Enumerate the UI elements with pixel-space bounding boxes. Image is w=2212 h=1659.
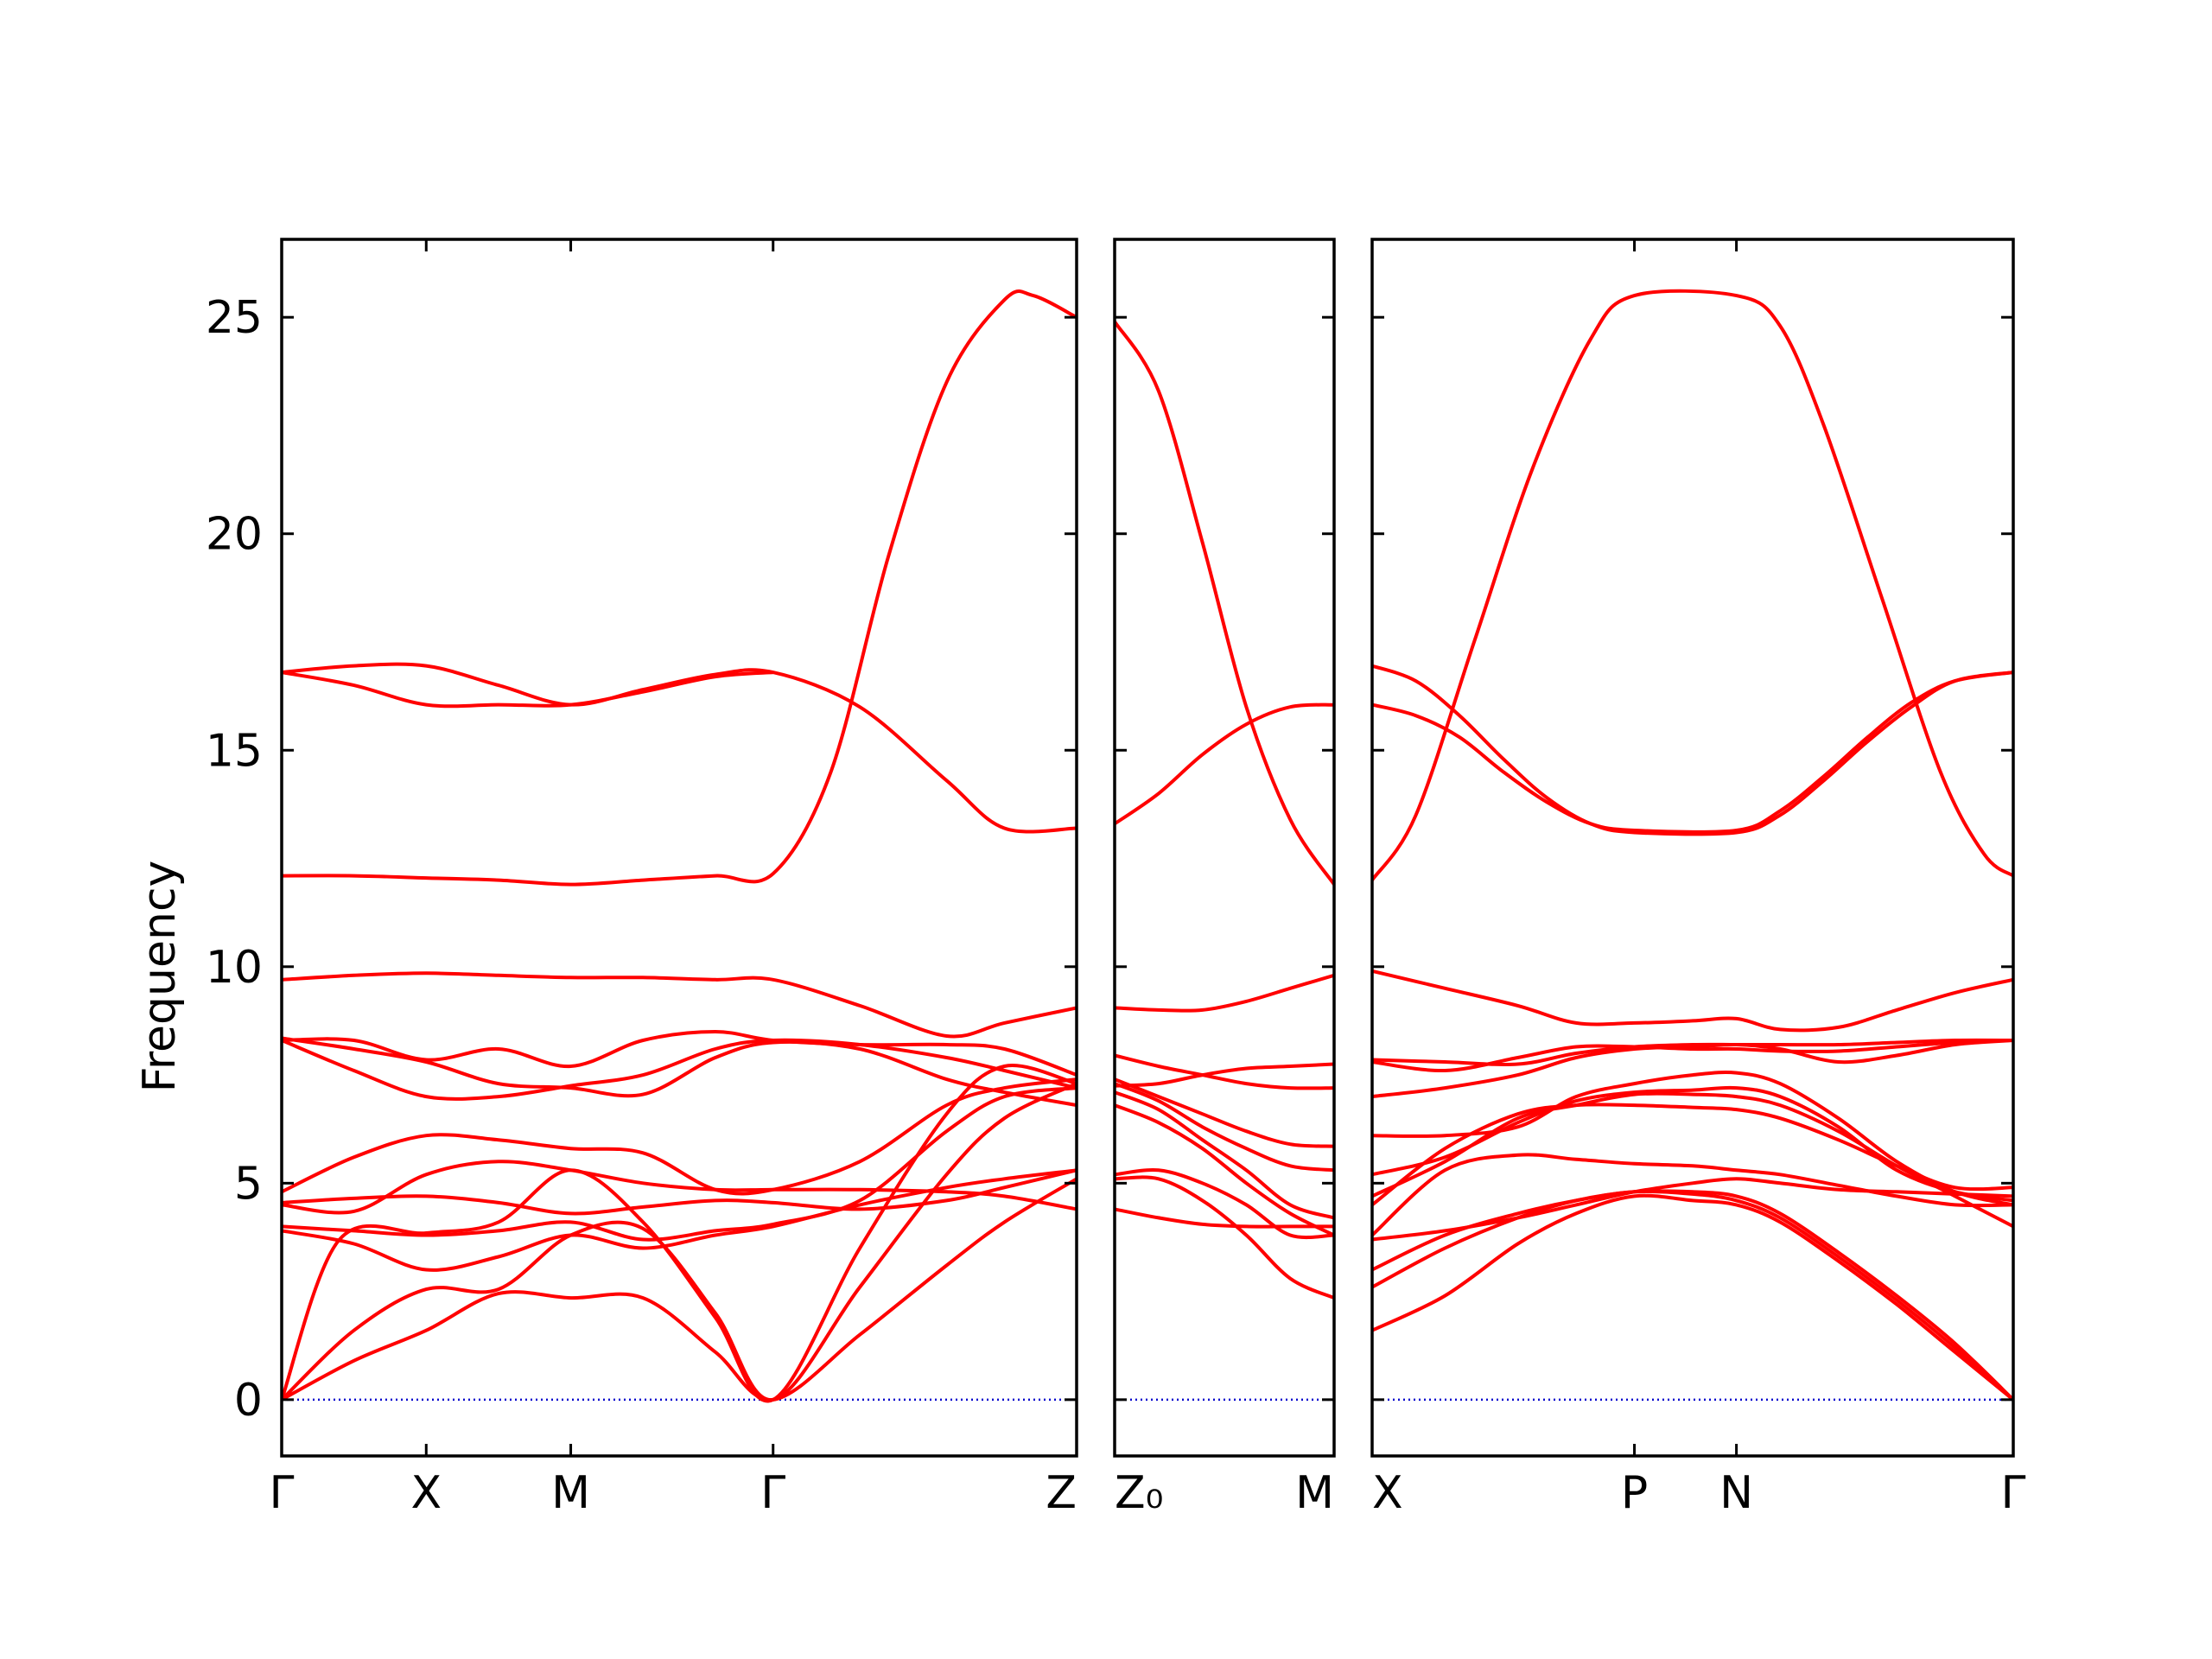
band-line-b5 xyxy=(1115,1062,1334,1088)
band-line-b7 xyxy=(1372,1039,2013,1099)
band-line-b10 xyxy=(282,1030,1077,1077)
y-tick-label: 10 xyxy=(206,942,263,994)
panel-1: 0 5 10 15 20 25 Γ X M Γ Z xyxy=(206,238,1078,1519)
band-line-b1 xyxy=(282,1177,1077,1402)
band-line-b9 xyxy=(1115,1103,1334,1237)
band-line-b9 xyxy=(282,1038,1077,1101)
y-tick-label: 25 xyxy=(206,292,263,344)
x-tick-label: M xyxy=(1295,1467,1334,1519)
band-line-b9 xyxy=(1372,1085,2013,1203)
band-line-b11 xyxy=(282,1036,1077,1108)
x-tick-label: Γ xyxy=(270,1467,295,1519)
band-line-b12 xyxy=(1115,1207,1334,1229)
band-line-b16 xyxy=(1372,1193,2013,1402)
band-line-b3 xyxy=(1372,671,2013,834)
band-line-b13 xyxy=(1372,1153,2013,1236)
band-line-b8 xyxy=(1372,1070,2013,1207)
y-tick-label: 0 xyxy=(234,1375,263,1427)
x-tick-label: N xyxy=(1719,1467,1753,1519)
band-line-b14 xyxy=(1372,1189,2013,1402)
band-line-b6 xyxy=(1115,1077,1334,1148)
band-line-b11 xyxy=(1115,1175,1334,1300)
bands xyxy=(282,289,1077,1403)
bands xyxy=(1115,321,1334,1300)
band-line-b3 xyxy=(1115,973,1334,1013)
panel-frame xyxy=(1113,238,1336,1458)
band-line-b2 xyxy=(1115,702,1334,826)
y-tick-label: 15 xyxy=(206,725,263,777)
band-line-b4 xyxy=(282,1168,1077,1272)
band-line-b7 xyxy=(1115,1082,1334,1173)
x-tick-label: X xyxy=(1372,1467,1403,1519)
y-tick-label: 20 xyxy=(206,509,263,561)
panel-frame xyxy=(280,238,1078,1458)
band-line-b10 xyxy=(1115,1167,1334,1240)
band-line-b5 xyxy=(282,1086,1077,1242)
band-line-b8 xyxy=(282,1077,1077,1196)
band-line-b11 xyxy=(1372,1103,2013,1206)
x-tick-label: Z₀ xyxy=(1115,1467,1163,1519)
y-axis-label: Frequency xyxy=(134,861,186,1093)
x-tick-label: X xyxy=(410,1467,442,1519)
band-line-b4 xyxy=(1115,1053,1334,1090)
x-tick-label: P xyxy=(1621,1467,1648,1519)
band-line-b12 xyxy=(1372,1177,2013,1242)
x-tick-label: Z xyxy=(1046,1467,1077,1519)
panel-frame xyxy=(1370,238,2015,1458)
band-line-b1 xyxy=(1372,289,2013,881)
band-line-b2 xyxy=(282,1082,1077,1402)
band-line-b8 xyxy=(1115,1090,1334,1220)
x-tick-label: Γ xyxy=(2001,1467,2026,1519)
band-line-b15 xyxy=(1372,1189,2013,1402)
y-tick-label: 5 xyxy=(234,1158,263,1210)
band-line-b4 xyxy=(1372,969,2013,1033)
bands xyxy=(1372,289,2013,1402)
band-line-b6 xyxy=(282,1160,1077,1215)
band-line-b6 xyxy=(1372,1039,2013,1073)
band-line-b14 xyxy=(282,662,1077,834)
x-tick-label: Γ xyxy=(760,1467,785,1519)
band-line-b2 xyxy=(1372,664,2013,836)
band-line-b12 xyxy=(282,971,1077,1039)
band-line-b7 xyxy=(282,1168,1077,1216)
band-line-b15 xyxy=(282,671,773,709)
band-line-b1 xyxy=(1115,321,1334,886)
band-line-b13 xyxy=(282,289,1077,887)
x-tick-label: M xyxy=(551,1467,590,1519)
panel-2: Z₀ M xyxy=(1113,238,1336,1519)
band-line-b3 xyxy=(282,1064,1077,1403)
